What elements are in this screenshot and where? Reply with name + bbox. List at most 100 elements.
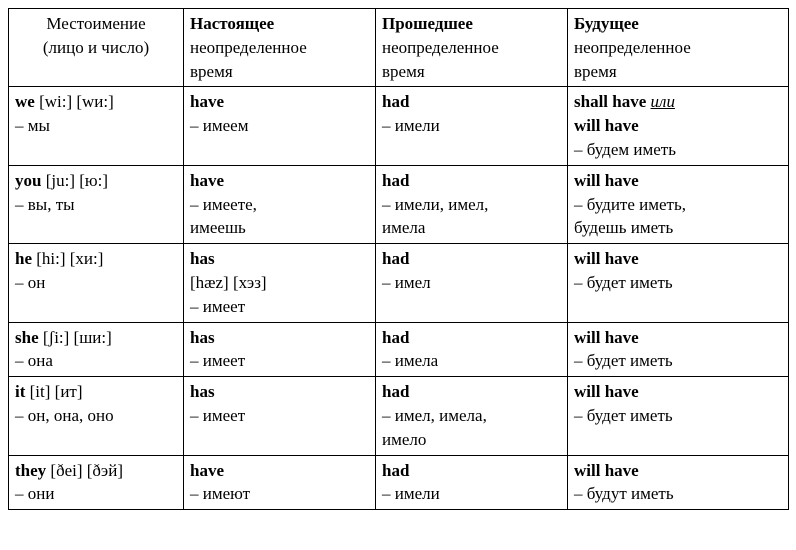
verb-ru: – будите иметь, [574, 193, 782, 217]
verb-ru: – имеет [190, 404, 369, 428]
verb-bold: shall have [574, 92, 646, 111]
verb-extra: [hæz] [хэз] [190, 271, 369, 295]
table-row: they [ðei] [ðэй] – они have – имеют had … [9, 455, 789, 510]
pronoun-ru: – они [15, 482, 177, 506]
verb-ru: – будут иметь [574, 482, 782, 506]
pronoun-ru: – мы [15, 114, 177, 138]
alt-text: или [651, 92, 675, 111]
header-bold: Настоящее [190, 14, 274, 33]
verb-ru: – имеет [190, 295, 369, 319]
pronoun-bold: we [15, 92, 35, 111]
verb-ru: – имеет [190, 349, 369, 373]
verb-tense-table: Местоимение (лицо и число) Настоящее нео… [8, 8, 789, 510]
verb-bold: have [190, 92, 224, 111]
cell-future: shall have или will have – будем иметь [568, 87, 789, 165]
verb-bold: had [382, 382, 409, 401]
verb-bold: has [190, 249, 215, 268]
verb-bold: have [190, 171, 224, 190]
verb-ru: – имели [382, 114, 561, 138]
cell-future: will have – будет иметь [568, 244, 789, 322]
verb-ru: – имела [382, 349, 561, 373]
cell-present: have – имеют [184, 455, 376, 510]
cell-pronoun: he [hi:] [хи:] – он [9, 244, 184, 322]
verb-ru: – имеют [190, 482, 369, 506]
header-past: Прошедшее неопределенное время [376, 9, 568, 87]
verb-bold: had [382, 461, 409, 480]
cell-past: had – имели, имел, имела [376, 165, 568, 243]
pronoun-bold: he [15, 249, 32, 268]
cell-future: will have – будет иметь [568, 322, 789, 377]
header-text: неопределенное [574, 36, 782, 60]
cell-present: has – имеет [184, 322, 376, 377]
verb-ru: имело [382, 428, 561, 452]
table-row: he [hi:] [хи:] – он has [hæz] [хэз] – им… [9, 244, 789, 322]
pronoun-transcript: [wi:] [wи:] [35, 92, 114, 111]
table-row: she [ʃi:] [ши:] – она has – имеет had – … [9, 322, 789, 377]
header-present: Настоящее неопределенное время [184, 9, 376, 87]
table-header-row: Местоимение (лицо и число) Настоящее нео… [9, 9, 789, 87]
pronoun-bold: they [15, 461, 46, 480]
header-text: (лицо и число) [15, 36, 177, 60]
pronoun-ru: – вы, ты [15, 193, 177, 217]
table-row: it [it] [ит] – он, она, оно has – имеет … [9, 377, 789, 455]
verb-ru: – имели [382, 482, 561, 506]
verb-bold: had [382, 249, 409, 268]
cell-pronoun: we [wi:] [wи:] – мы [9, 87, 184, 165]
header-text: неопределенное [190, 36, 369, 60]
verb-ru: – имеете, [190, 193, 369, 217]
table-row: we [wi:] [wи:] – мы have – имеем had – и… [9, 87, 789, 165]
cell-past: had – имел, имела, имело [376, 377, 568, 455]
verb-bold: have [190, 461, 224, 480]
verb-bold: had [382, 92, 409, 111]
cell-past: had – имела [376, 322, 568, 377]
verb-ru: – имеем [190, 114, 369, 138]
verb-bold: had [382, 171, 409, 190]
pronoun-bold: you [15, 171, 41, 190]
pronoun-transcript: [ʃi:] [ши:] [39, 328, 112, 347]
header-future: Будущее неопределенное время [568, 9, 789, 87]
cell-present: have – имеете, имеешь [184, 165, 376, 243]
cell-future: will have – будите иметь, будешь иметь [568, 165, 789, 243]
table-body: we [wi:] [wи:] – мы have – имеем had – и… [9, 87, 789, 510]
header-bold: Будущее [574, 14, 639, 33]
header-bold: Прошедшее [382, 14, 473, 33]
pronoun-bold: it [15, 382, 25, 401]
cell-pronoun: it [it] [ит] – он, она, оно [9, 377, 184, 455]
pronoun-transcript: [hi:] [хи:] [32, 249, 103, 268]
header-text: время [382, 60, 561, 84]
pronoun-transcript: [it] [ит] [25, 382, 82, 401]
cell-past: had – имел [376, 244, 568, 322]
verb-ru: – будем иметь [574, 138, 782, 162]
verb-ru: имела [382, 216, 561, 240]
verb-bold: will have [574, 461, 639, 480]
cell-pronoun: you [ju:] [ю:] – вы, ты [9, 165, 184, 243]
cell-future: will have – будет иметь [568, 377, 789, 455]
cell-past: had – имели [376, 87, 568, 165]
pronoun-bold: she [15, 328, 39, 347]
verb-bold: will have [574, 249, 639, 268]
verb-ru: – имел, имела, [382, 404, 561, 428]
verb-bold: will have [574, 328, 639, 347]
table-row: you [ju:] [ю:] – вы, ты have – имеете, и… [9, 165, 789, 243]
cell-pronoun: they [ðei] [ðэй] – они [9, 455, 184, 510]
pronoun-ru: – он [15, 271, 177, 295]
verb-bold: has [190, 328, 215, 347]
pronoun-ru: – он, она, оно [15, 404, 177, 428]
header-text: время [190, 60, 369, 84]
verb-ru: имеешь [190, 216, 369, 240]
header-pronoun: Местоимение (лицо и число) [9, 9, 184, 87]
cell-future: will have – будут иметь [568, 455, 789, 510]
cell-pronoun: she [ʃi:] [ши:] – она [9, 322, 184, 377]
verb-ru: – будет иметь [574, 271, 782, 295]
cell-present: has [hæz] [хэз] – имеет [184, 244, 376, 322]
verb-ru: – имел [382, 271, 561, 295]
header-text: время [574, 60, 782, 84]
verb-bold: will have [574, 116, 639, 135]
pronoun-ru: – она [15, 349, 177, 373]
verb-ru: – будет иметь [574, 404, 782, 428]
header-text: Местоимение [15, 12, 177, 36]
pronoun-transcript: [ju:] [ю:] [41, 171, 108, 190]
verb-ru: будешь иметь [574, 216, 782, 240]
header-text: неопределенное [382, 36, 561, 60]
verb-bold: has [190, 382, 215, 401]
